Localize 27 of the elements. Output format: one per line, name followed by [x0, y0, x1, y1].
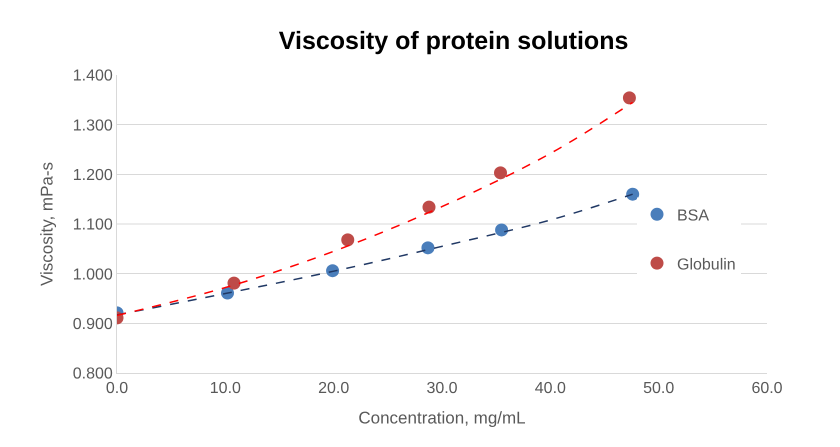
x-tick-label: 50.0 — [643, 380, 674, 398]
y-tick-label: 1.000 — [72, 266, 113, 284]
point — [494, 166, 507, 180]
x-tick-label: 10.0 — [210, 380, 241, 398]
x-tick-label: 0.0 — [106, 380, 128, 398]
y-tick-label: 0.800 — [72, 366, 113, 383]
point — [421, 241, 434, 254]
x-tick-label: 40.0 — [534, 380, 566, 398]
x-tick-label: 20.0 — [318, 380, 350, 398]
y-tick-label: 0.900 — [72, 316, 113, 333]
y-tick-label: 1.200 — [72, 166, 113, 184]
legend-label: Globulin — [677, 256, 736, 274]
y-axis-title: Viscosity, mPa-s — [37, 162, 56, 286]
x-axis-title: Concentration, mg/mL — [358, 408, 526, 428]
point — [422, 200, 436, 214]
y-tick-label: 1.100 — [72, 216, 113, 234]
point — [228, 276, 240, 290]
point — [495, 223, 508, 236]
legend-label: BSA — [677, 208, 710, 225]
chart-title: Viscosity of protein solutions — [278, 26, 628, 55]
y-tick-label: 1.400 — [72, 68, 113, 85]
point — [341, 233, 354, 246]
point — [622, 91, 636, 104]
point — [626, 188, 640, 201]
x-tick-label: 60.0 — [751, 380, 783, 398]
y-tick-label: 1.300 — [72, 117, 113, 134]
x-tick-label: 30.0 — [426, 380, 458, 398]
